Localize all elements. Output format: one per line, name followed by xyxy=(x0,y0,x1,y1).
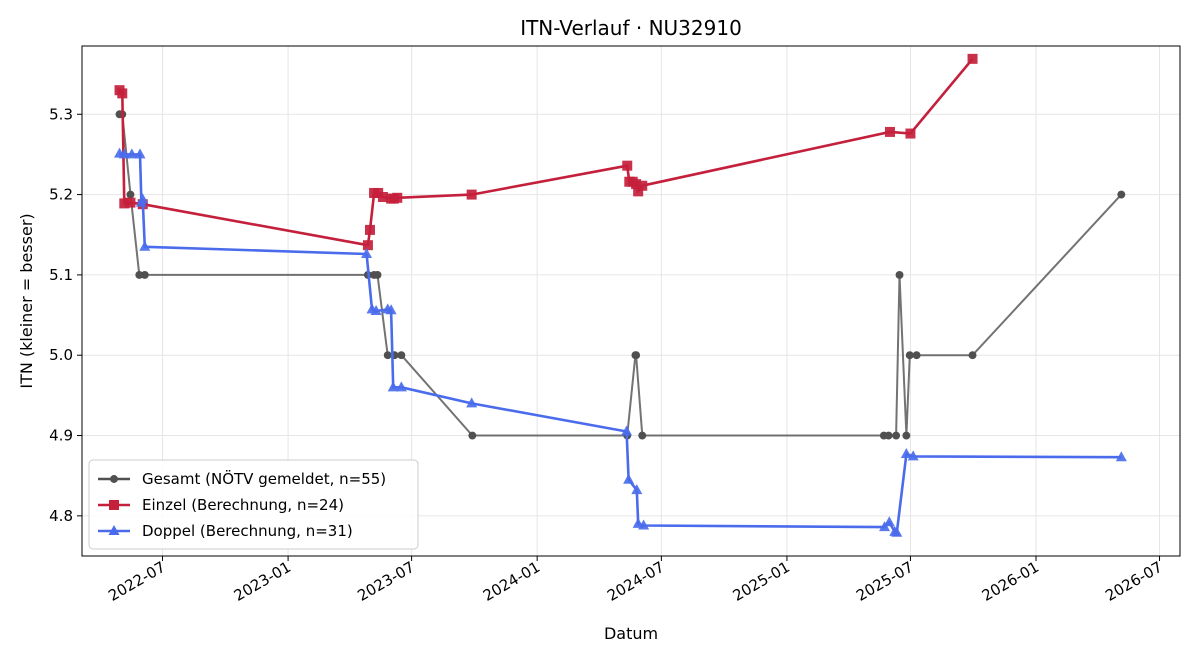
y-tick-label: 5.3 xyxy=(49,105,73,123)
data-point xyxy=(139,240,151,251)
x-tick-label: 2022-07 xyxy=(105,558,168,605)
legend-label: Gesamt (NÖTV gemeldet, n=55) xyxy=(142,469,386,488)
data-point xyxy=(364,224,375,235)
data-point xyxy=(905,128,916,139)
data-point xyxy=(633,186,644,197)
data-point xyxy=(638,519,650,530)
x-tick-label: 2023-07 xyxy=(354,558,417,605)
data-point xyxy=(891,526,903,537)
x-tick-label: 2026-07 xyxy=(1102,558,1165,605)
y-tick-label: 5.2 xyxy=(49,186,73,204)
data-point xyxy=(385,304,397,315)
data-point xyxy=(884,431,893,440)
data-point xyxy=(622,160,633,171)
data-point xyxy=(468,431,477,440)
data-point xyxy=(631,484,643,495)
data-point xyxy=(895,270,904,279)
plot-frame xyxy=(81,45,1181,557)
x-axis: 2022-07 2023-01 2023-07 2024-01 2024-07 2025-… xyxy=(105,556,1166,605)
data-point xyxy=(377,191,388,202)
data-point xyxy=(902,431,911,440)
data-point xyxy=(466,189,477,200)
data-point xyxy=(907,450,919,461)
data-point xyxy=(387,381,399,392)
legend-marker xyxy=(108,525,120,535)
data-point xyxy=(126,148,138,159)
data-point xyxy=(968,351,977,360)
y-tick-label: 4.8 xyxy=(49,507,73,525)
x-axis-label: Datum xyxy=(604,624,658,643)
y-axis-label: ITN (kleiner = besser) xyxy=(17,213,36,388)
data-point xyxy=(900,448,912,458)
data-point xyxy=(395,381,407,392)
legend-item: Doppel (Berechnung, n=31) xyxy=(98,522,353,540)
data-point xyxy=(373,270,382,279)
series-square xyxy=(114,53,978,251)
legend-item: Gesamt (NÖTV gemeldet, n=55) xyxy=(98,469,386,488)
data-point xyxy=(126,190,135,199)
x-tick-label: 2023-01 xyxy=(231,558,294,605)
data-point xyxy=(383,351,392,360)
x-tick-label: 2025-01 xyxy=(730,558,793,605)
y-tick-label: 5.1 xyxy=(49,266,73,284)
data-point xyxy=(362,240,373,251)
data-point xyxy=(137,193,149,204)
data-point xyxy=(912,351,921,360)
data-point xyxy=(884,126,895,137)
series-group xyxy=(114,53,1127,537)
legend-box xyxy=(88,459,419,550)
data-point xyxy=(892,431,901,440)
data-point xyxy=(125,197,136,208)
data-point xyxy=(370,305,382,316)
legend: Gesamt (NÖTV gemeldet, n=55) Einzel (Bere… xyxy=(88,459,419,550)
x-tick-label: 2024-01 xyxy=(480,558,543,605)
data-point xyxy=(392,192,403,203)
y-tick-label: 5.0 xyxy=(49,346,73,364)
data-point xyxy=(637,180,648,191)
series-triangle xyxy=(114,147,1127,537)
data-point xyxy=(631,179,642,190)
data-point xyxy=(623,473,635,484)
data-point xyxy=(638,431,647,440)
data-point xyxy=(1117,190,1126,199)
data-point xyxy=(140,270,149,279)
x-tick-label: 2025-07 xyxy=(853,558,916,605)
data-point xyxy=(135,270,144,279)
legend-label: Doppel (Berechnung, n=31) xyxy=(142,522,353,540)
data-point xyxy=(118,148,130,159)
y-tick-label: 4.9 xyxy=(49,427,73,445)
data-point xyxy=(883,516,895,527)
legend-item: Einzel (Berechnung, n=24) xyxy=(98,496,344,514)
data-point xyxy=(134,148,146,159)
data-point xyxy=(466,397,478,408)
grid xyxy=(82,46,1180,556)
x-tick-label: 2026-01 xyxy=(979,558,1042,605)
x-tick-label: 2024-07 xyxy=(604,558,667,605)
y-axis: 4.8 4.9 5.0 5.1 5.2 5.3 xyxy=(49,105,82,525)
data-point xyxy=(621,425,633,436)
series-line xyxy=(118,58,974,247)
data-point xyxy=(1115,451,1127,462)
data-point xyxy=(905,351,914,360)
legend-marker xyxy=(109,500,119,510)
data-point xyxy=(397,351,406,360)
data-point xyxy=(632,351,641,360)
chart-title: ITN-Verlauf · NU32910 xyxy=(520,16,742,40)
legend-marker xyxy=(110,475,118,483)
data-point xyxy=(967,53,978,64)
legend-label: Einzel (Berechnung, n=24) xyxy=(142,496,344,514)
data-point xyxy=(119,198,130,209)
data-point xyxy=(117,88,128,99)
data-point xyxy=(361,248,373,259)
